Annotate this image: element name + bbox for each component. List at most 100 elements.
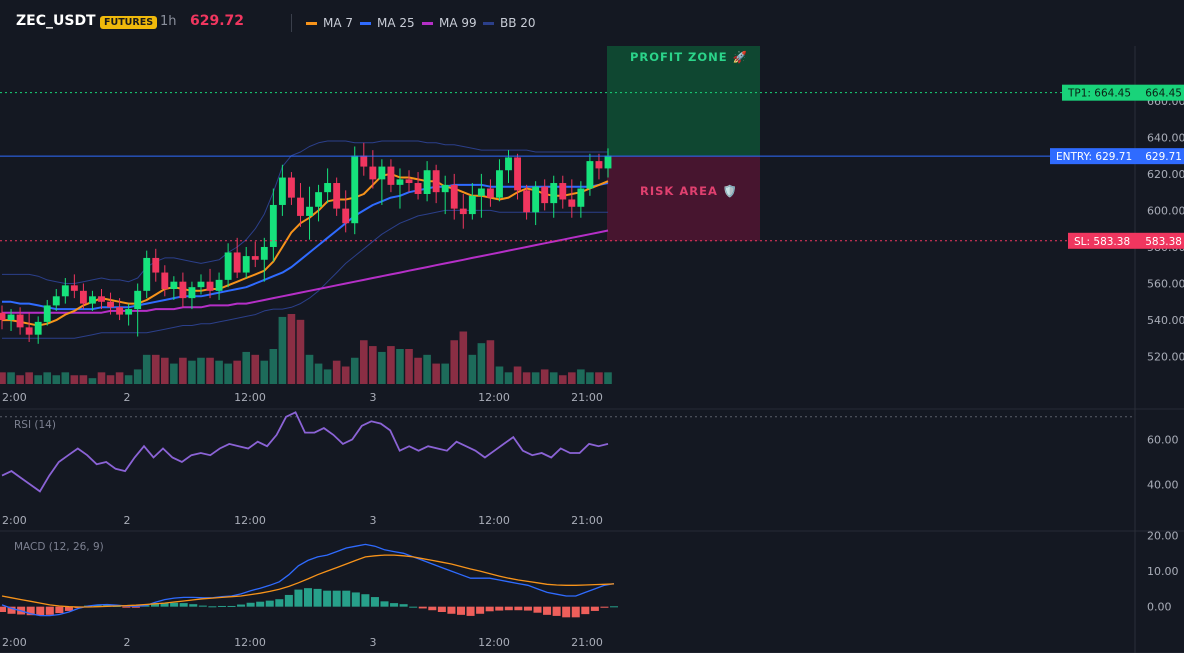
legend-ma25[interactable]: MA 25 bbox=[360, 16, 415, 30]
candle-body bbox=[532, 186, 540, 213]
y-tick-label: 540.00 bbox=[1147, 314, 1184, 327]
legend-swatch-ma99 bbox=[422, 21, 433, 25]
sl-level-box bbox=[1068, 232, 1184, 249]
timeframe-label[interactable]: 1h bbox=[160, 14, 177, 29]
symbol-label[interactable]: ZEC_USDT bbox=[16, 13, 96, 29]
volume-bar bbox=[52, 375, 61, 384]
macd-histogram-bar bbox=[150, 603, 160, 607]
volume-bar bbox=[423, 354, 431, 384]
volume-bar bbox=[151, 354, 160, 384]
macd-histogram-bar bbox=[409, 606, 418, 608]
macd-histogram-bar bbox=[533, 606, 542, 613]
volume-bar bbox=[287, 314, 296, 384]
candle-body bbox=[324, 183, 332, 193]
macd-histogram-bar bbox=[361, 594, 370, 607]
candle-body bbox=[559, 183, 567, 200]
volume-bar bbox=[16, 375, 24, 384]
candle-body bbox=[134, 290, 142, 310]
macd-histogram-bar bbox=[256, 601, 265, 607]
macd-histogram-bar bbox=[523, 606, 532, 611]
volume-bar bbox=[206, 357, 214, 384]
volume-bar bbox=[61, 372, 70, 384]
bb-upper-line bbox=[2, 140, 608, 284]
ma25-line bbox=[2, 182, 609, 311]
candle-body bbox=[52, 296, 60, 306]
macd-histogram-bar bbox=[504, 606, 513, 611]
macd-histogram-bar bbox=[466, 606, 475, 616]
legend-label-ma25: MA 25 bbox=[377, 16, 415, 30]
candle-body bbox=[459, 208, 467, 215]
volume-bar bbox=[378, 351, 386, 384]
x-tick-label: 2:00 bbox=[2, 636, 27, 649]
volume-bar bbox=[350, 357, 359, 384]
volume-bar bbox=[79, 375, 88, 384]
macd-histogram-bar bbox=[581, 606, 590, 615]
legend-ma7[interactable]: MA 7 bbox=[306, 16, 353, 30]
volume-bar bbox=[7, 372, 15, 384]
volume-bar bbox=[549, 372, 558, 384]
macd-histogram-bar bbox=[0, 606, 7, 612]
bb-lower-line bbox=[2, 209, 608, 339]
volume-bar bbox=[586, 372, 594, 384]
entry-level-text: ENTRY: 629.71 bbox=[1056, 151, 1132, 163]
candle-body bbox=[541, 186, 549, 204]
x-tick-label: 12:00 bbox=[478, 391, 510, 404]
candle-body bbox=[25, 327, 33, 335]
candle-body bbox=[79, 290, 87, 304]
macd-histogram-bar bbox=[543, 606, 552, 615]
volume-bar bbox=[251, 354, 260, 384]
x-tick-label: 3 bbox=[370, 391, 377, 404]
legend-ma99[interactable]: MA 99 bbox=[422, 16, 477, 30]
candle-body bbox=[568, 199, 576, 207]
volume-bar bbox=[486, 340, 495, 384]
candle-body bbox=[61, 285, 69, 297]
risk-area-box bbox=[607, 156, 760, 241]
legend-bb20[interactable]: BB 20 bbox=[483, 16, 536, 30]
volume-bar bbox=[459, 331, 468, 384]
candle-body bbox=[315, 192, 323, 207]
y-tick-label: 60.00 bbox=[1147, 433, 1179, 446]
macd-signal-line bbox=[1, 554, 615, 608]
legend-swatch-ma25 bbox=[360, 21, 371, 25]
macd-histogram-bar bbox=[189, 604, 198, 607]
volume-bar bbox=[441, 363, 449, 384]
candle-body bbox=[125, 309, 133, 315]
volume-bar bbox=[97, 372, 106, 384]
last-price: 629.72 bbox=[190, 13, 245, 29]
volume-bar bbox=[341, 366, 350, 384]
candle-body bbox=[206, 281, 214, 291]
candle-body bbox=[550, 183, 558, 204]
legend-label-ma7: MA 7 bbox=[323, 16, 354, 30]
y-tick-label: 10.00 bbox=[1147, 565, 1179, 578]
macd-histogram-bar bbox=[342, 590, 351, 607]
macd-histogram-bar bbox=[122, 606, 131, 608]
tp-level-tag[interactable]: TP1: 664.45 664.45 bbox=[1062, 84, 1184, 101]
macd-histogram-bar bbox=[7, 606, 16, 614]
volume-bar bbox=[70, 375, 79, 384]
macd-histogram-bar bbox=[227, 605, 236, 607]
macd-histogram-bar bbox=[26, 606, 35, 616]
macd-histogram-bar bbox=[590, 606, 599, 611]
macd-histogram-bar bbox=[370, 597, 379, 607]
x-tick-label: 21:00 bbox=[571, 391, 603, 404]
candle-body bbox=[287, 177, 295, 198]
legend-swatch-ma7 bbox=[306, 21, 317, 25]
macd-histogram-bar bbox=[485, 606, 494, 612]
volume-bar bbox=[43, 372, 52, 384]
volume-bar bbox=[531, 372, 540, 384]
candle-body bbox=[179, 281, 187, 299]
volume-bar bbox=[115, 372, 124, 384]
macd-histogram-bar bbox=[64, 606, 73, 611]
y-tick-label: 620.00 bbox=[1147, 168, 1184, 181]
volume-bar bbox=[432, 363, 440, 384]
entry-level-tag[interactable]: ENTRY: 629.71 629.71 bbox=[1050, 148, 1184, 165]
x-tick-label: 3 bbox=[370, 636, 377, 649]
volume-bar bbox=[34, 375, 42, 384]
tp-level-text: TP1: 664.45 bbox=[1067, 88, 1131, 100]
macd-histogram-bar bbox=[303, 588, 313, 607]
sl-level-tag[interactable]: SL: 583.38 583.38 bbox=[1068, 232, 1184, 249]
macd-histogram-bar bbox=[55, 606, 64, 614]
x-tick-label: 2 bbox=[124, 636, 131, 649]
x-tick-label: 3 bbox=[370, 514, 377, 527]
